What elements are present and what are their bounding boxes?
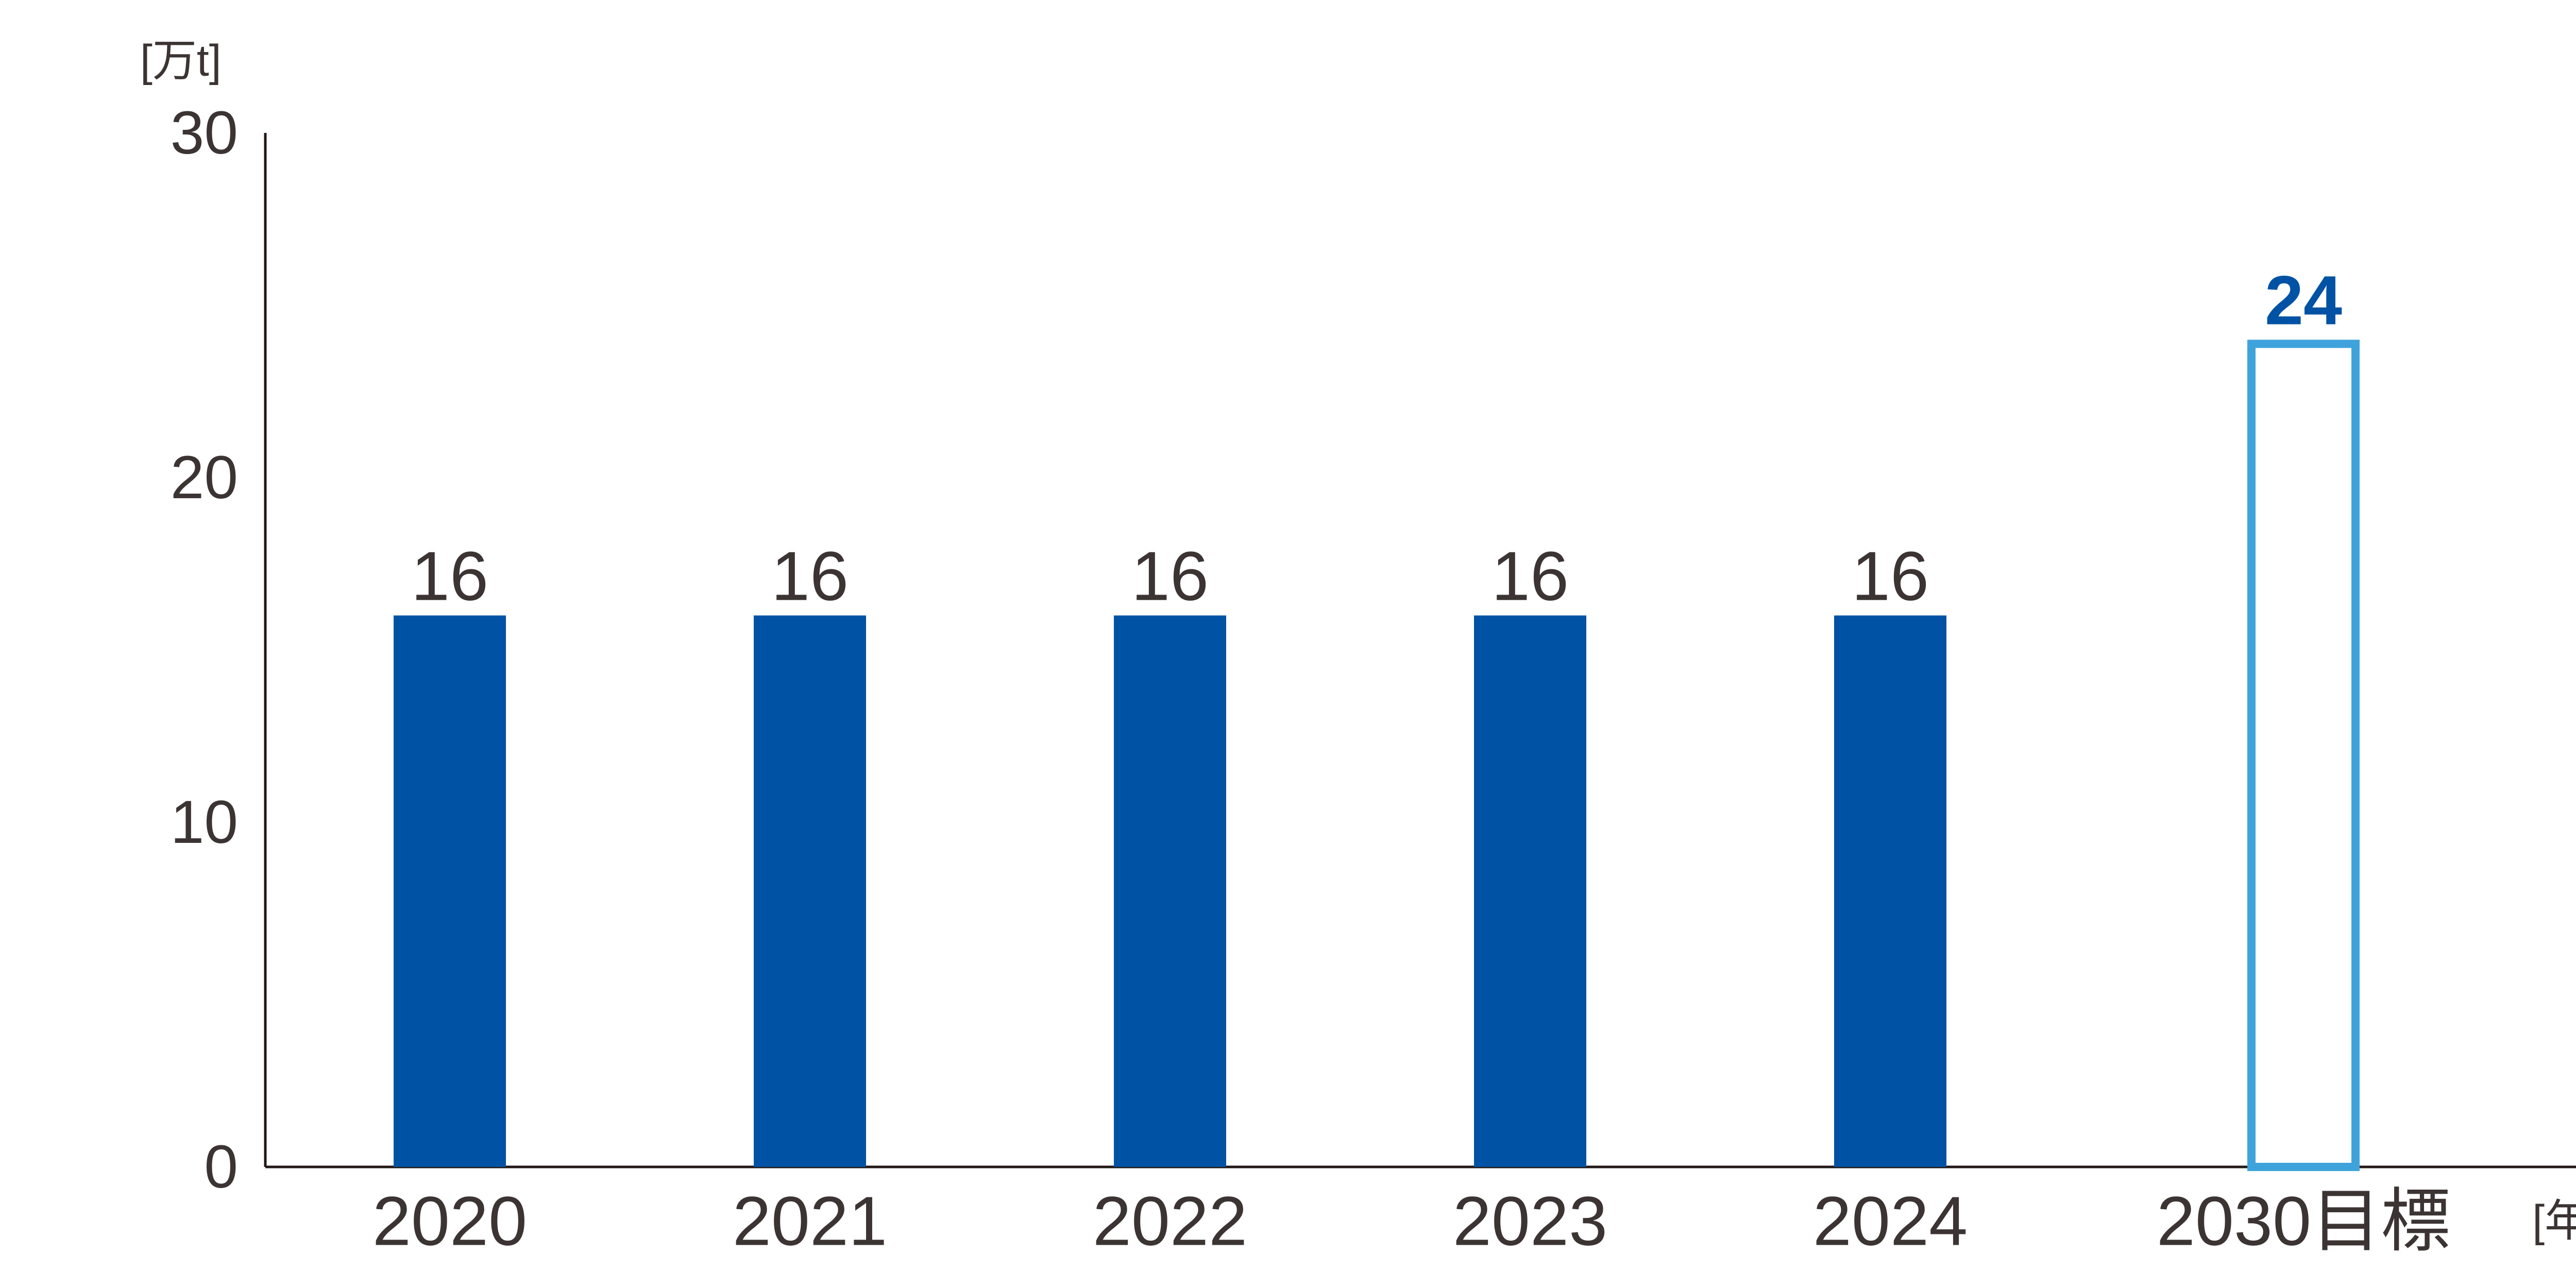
x-category-label: 2023 — [1453, 1182, 1607, 1260]
bar-value-label: 24 — [2265, 261, 2342, 339]
y-tick-label: 0 — [204, 1133, 238, 1201]
bar — [1474, 615, 1586, 1167]
value-labels: 16 16 16 16 16 24 — [411, 261, 2342, 615]
y-tick-label: 20 — [171, 444, 238, 512]
bar — [394, 615, 506, 1167]
bar-target — [2247, 340, 2360, 1171]
x-category-label: 2022 — [1093, 1182, 1247, 1260]
x-axis-unit-label: [年度] — [2532, 1196, 2576, 1246]
y-tick-label: 30 — [171, 99, 238, 167]
y-axis: 0 10 20 30 [万t] — [140, 36, 267, 1201]
x-category-label: 2021 — [733, 1182, 887, 1260]
bar-value-label: 16 — [1852, 537, 1929, 615]
y-axis-unit-label: [万t] — [140, 36, 222, 86]
bars — [394, 340, 2360, 1171]
x-category-label: 2030目標 — [2157, 1182, 2450, 1260]
bar-value-label: 16 — [771, 537, 849, 615]
bar — [1114, 615, 1226, 1167]
bar — [1834, 615, 1946, 1167]
x-category-label: 2020 — [372, 1182, 527, 1260]
x-category-label: 2024 — [1813, 1182, 1968, 1260]
y-tick-label: 10 — [171, 788, 238, 856]
bar-value-label: 16 — [411, 537, 488, 615]
x-axis: [年度] 2020 2021 2022 2023 2024 2030目標 — [265, 1165, 2576, 1260]
bar — [754, 615, 866, 1167]
bar-value-label: 16 — [1131, 537, 1209, 615]
bar-value-label: 16 — [1492, 537, 1569, 615]
